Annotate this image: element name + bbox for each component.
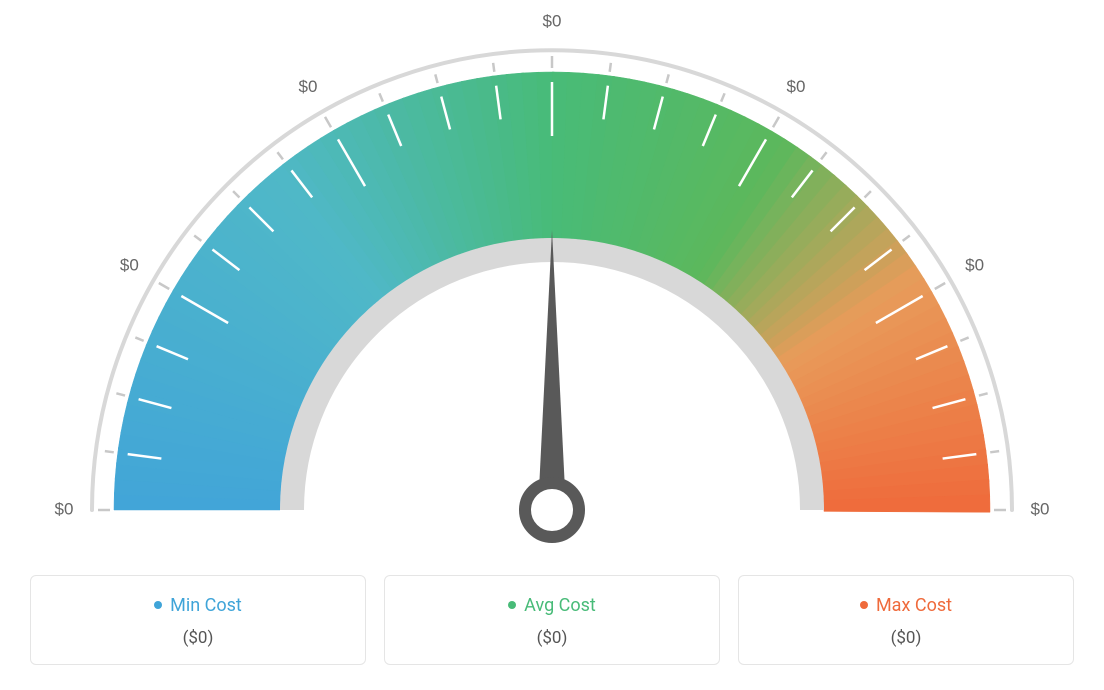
- gauge-scale-label: $0: [1031, 499, 1050, 518]
- legend-label-max: Max Cost: [876, 595, 952, 616]
- legend-card-avg: Avg Cost ($0): [384, 575, 720, 665]
- legend-label-min: Min Cost: [170, 595, 242, 616]
- legend-label-avg: Avg Cost: [524, 595, 596, 616]
- legend-value-min: ($0): [41, 628, 355, 648]
- gauge-chart: $0 $0 $0 $0 $0 $0 $0: [0, 0, 1104, 560]
- legend-dot-min: [154, 601, 162, 609]
- legend-card-max: Max Cost ($0): [738, 575, 1074, 665]
- gauge-scale-label: $0: [965, 255, 984, 274]
- gauge-scale-label: $0: [543, 11, 562, 30]
- legend-value-max: ($0): [749, 628, 1063, 648]
- legend-value-avg: ($0): [395, 628, 709, 648]
- legend-dot-avg: [508, 601, 516, 609]
- legend-dot-max: [860, 601, 868, 609]
- legend-row: Min Cost ($0) Avg Cost ($0) Max Cost ($0…: [30, 575, 1074, 665]
- legend-card-min: Min Cost ($0): [30, 575, 366, 665]
- gauge-scale-label: $0: [299, 77, 318, 96]
- gauge-scale-label: $0: [120, 255, 139, 274]
- gauge-scale-label: $0: [55, 499, 74, 518]
- gauge-scale-label: $0: [787, 77, 806, 96]
